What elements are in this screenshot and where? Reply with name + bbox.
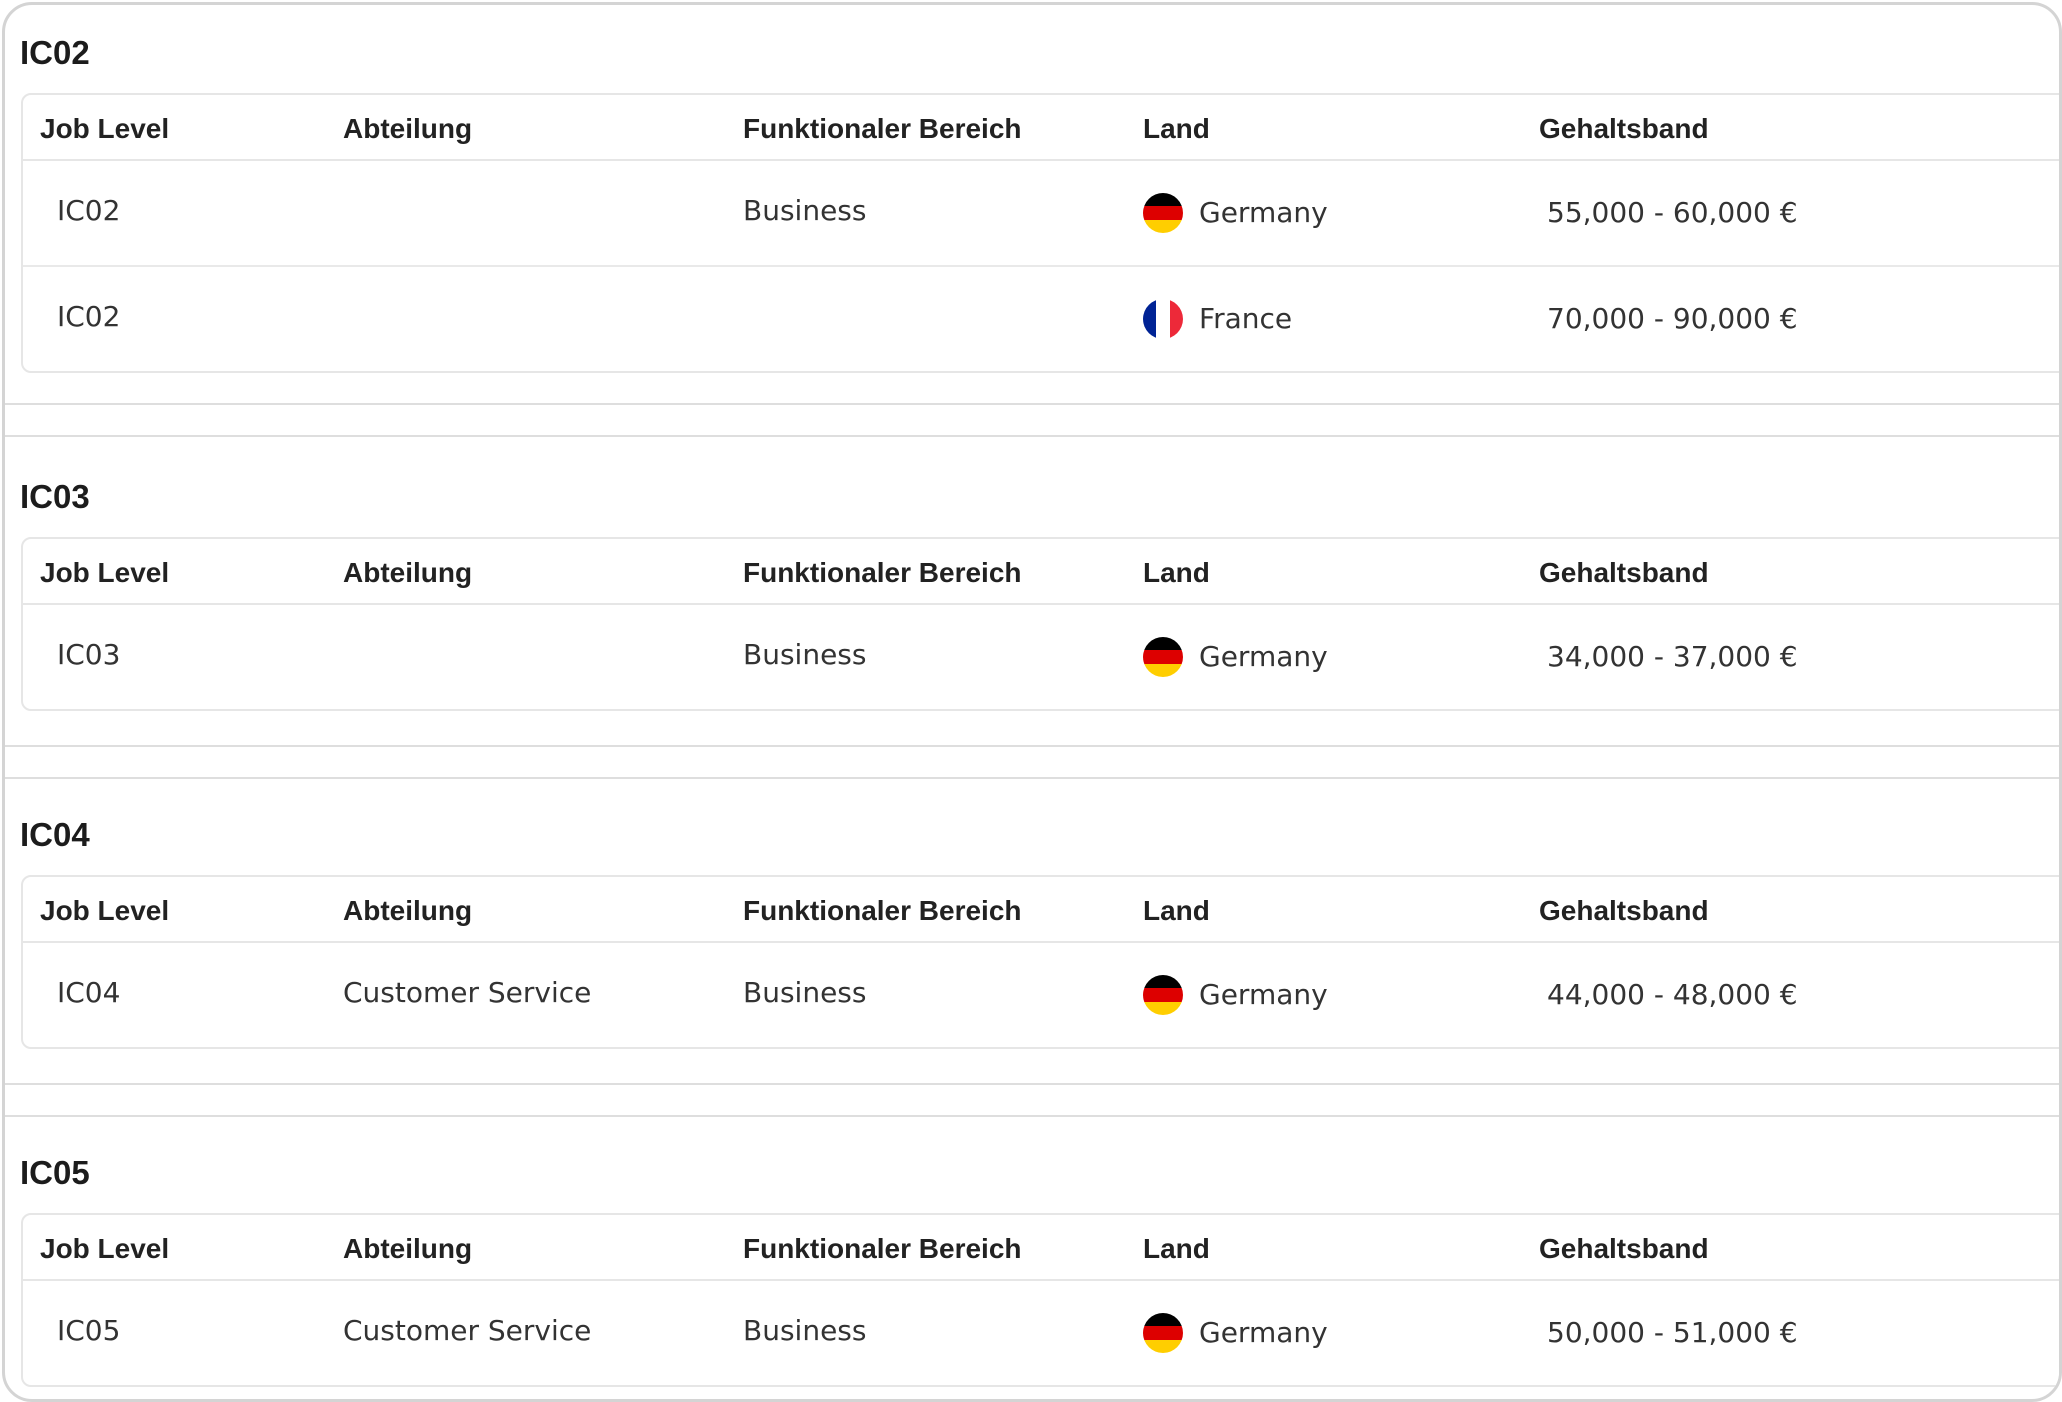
cell-abteilung: Customer Service xyxy=(343,976,592,1009)
table-row[interactable]: IC05 Customer Service Business Germany 5… xyxy=(23,1281,2059,1385)
table-row[interactable]: IC04 Customer Service Business Germany 4… xyxy=(23,943,2059,1047)
cell-gehaltsband: 44,000 - 48,000 € xyxy=(1547,978,1798,1011)
germany-flag-icon xyxy=(1143,637,1183,677)
france-flag-icon xyxy=(1143,299,1183,339)
country-name: Germany xyxy=(1199,196,1328,229)
column-header-bereich[interactable]: Funktionaler Bereich xyxy=(743,895,1022,926)
cell-job-level: IC02 xyxy=(57,300,121,333)
table-header: Job Level Abteilung Funktionaler Bereich… xyxy=(23,95,2059,161)
cell-land: Germany xyxy=(1143,1313,1328,1353)
salary-table: Job Level Abteilung Funktionaler Bereich… xyxy=(21,537,2059,711)
group-title: IC03 xyxy=(20,478,90,515)
column-header-job-level[interactable]: Job Level xyxy=(40,557,170,588)
column-header-gehaltsband[interactable]: Gehaltsband xyxy=(1539,113,1709,144)
cell-job-level: IC04 xyxy=(57,976,121,1009)
table-row[interactable]: IC02 France 70,000 - 90,000 € xyxy=(23,265,2059,371)
column-header-abteilung[interactable]: Abteilung xyxy=(343,113,473,144)
column-header-land[interactable]: Land xyxy=(1143,557,1210,588)
column-header-bereich[interactable]: Funktionaler Bereich xyxy=(743,113,1022,144)
cell-land: Germany xyxy=(1143,975,1328,1015)
cell-job-level: IC05 xyxy=(57,1314,121,1347)
cell-bereich: Business xyxy=(743,638,867,671)
salary-table: Job Level Abteilung Funktionaler Bereich… xyxy=(21,875,2059,1049)
table-row[interactable]: IC02 Business Germany 55,000 - 60,000 € xyxy=(23,161,2059,265)
cell-bereich: Business xyxy=(743,194,867,227)
germany-flag-icon xyxy=(1143,975,1183,1015)
column-header-gehaltsband[interactable]: Gehaltsband xyxy=(1539,1233,1709,1264)
column-header-land[interactable]: Land xyxy=(1143,113,1210,144)
column-header-abteilung[interactable]: Abteilung xyxy=(343,1233,473,1264)
cell-abteilung: Customer Service xyxy=(343,1314,592,1347)
column-header-job-level[interactable]: Job Level xyxy=(40,1233,170,1264)
country-name: Germany xyxy=(1199,1316,1328,1349)
germany-flag-icon xyxy=(1143,193,1183,233)
column-header-gehaltsband[interactable]: Gehaltsband xyxy=(1539,557,1709,588)
column-header-gehaltsband[interactable]: Gehaltsband xyxy=(1539,895,1709,926)
group-title: IC02 xyxy=(20,34,90,71)
cell-land: Germany xyxy=(1143,193,1328,233)
column-header-land[interactable]: Land xyxy=(1143,895,1210,926)
table-header: Job Level Abteilung Funktionaler Bereich… xyxy=(23,539,2059,605)
column-header-job-level[interactable]: Job Level xyxy=(40,895,170,926)
column-header-land[interactable]: Land xyxy=(1143,1233,1210,1264)
cell-land: France xyxy=(1143,299,1292,339)
column-header-bereich[interactable]: Funktionaler Bereich xyxy=(743,557,1022,588)
cell-gehaltsband: 34,000 - 37,000 € xyxy=(1547,640,1798,673)
group-title: IC04 xyxy=(20,816,90,853)
country-name: Germany xyxy=(1199,640,1328,673)
column-header-abteilung[interactable]: Abteilung xyxy=(343,557,473,588)
group-title: IC05 xyxy=(20,1154,90,1191)
group-divider xyxy=(5,1083,2059,1117)
group-divider xyxy=(5,745,2059,779)
table-row[interactable]: IC03 Business Germany 34,000 - 37,000 € xyxy=(23,605,2059,709)
column-header-abteilung[interactable]: Abteilung xyxy=(343,895,473,926)
cell-job-level: IC03 xyxy=(57,638,121,671)
salary-table: Job Level Abteilung Funktionaler Bereich… xyxy=(21,1213,2059,1387)
cell-gehaltsband: 70,000 - 90,000 € xyxy=(1547,302,1798,335)
column-header-bereich[interactable]: Funktionaler Bereich xyxy=(743,1233,1022,1264)
table-header: Job Level Abteilung Funktionaler Bereich… xyxy=(23,877,2059,943)
cell-land: Germany xyxy=(1143,637,1328,677)
cell-bereich: Business xyxy=(743,1314,867,1347)
cell-job-level: IC02 xyxy=(57,194,121,227)
group-divider xyxy=(5,403,2059,437)
country-name: France xyxy=(1199,302,1293,335)
cell-gehaltsband: 55,000 - 60,000 € xyxy=(1547,196,1798,229)
country-name: Germany xyxy=(1199,978,1328,1011)
cell-bereich: Business xyxy=(743,976,867,1009)
cell-gehaltsband: 50,000 - 51,000 € xyxy=(1547,1316,1798,1349)
germany-flag-icon xyxy=(1143,1313,1183,1353)
table-header: Job Level Abteilung Funktionaler Bereich… xyxy=(23,1215,2059,1281)
column-header-job-level[interactable]: Job Level xyxy=(40,113,170,144)
salary-table: Job Level Abteilung Funktionaler Bereich… xyxy=(21,93,2059,373)
